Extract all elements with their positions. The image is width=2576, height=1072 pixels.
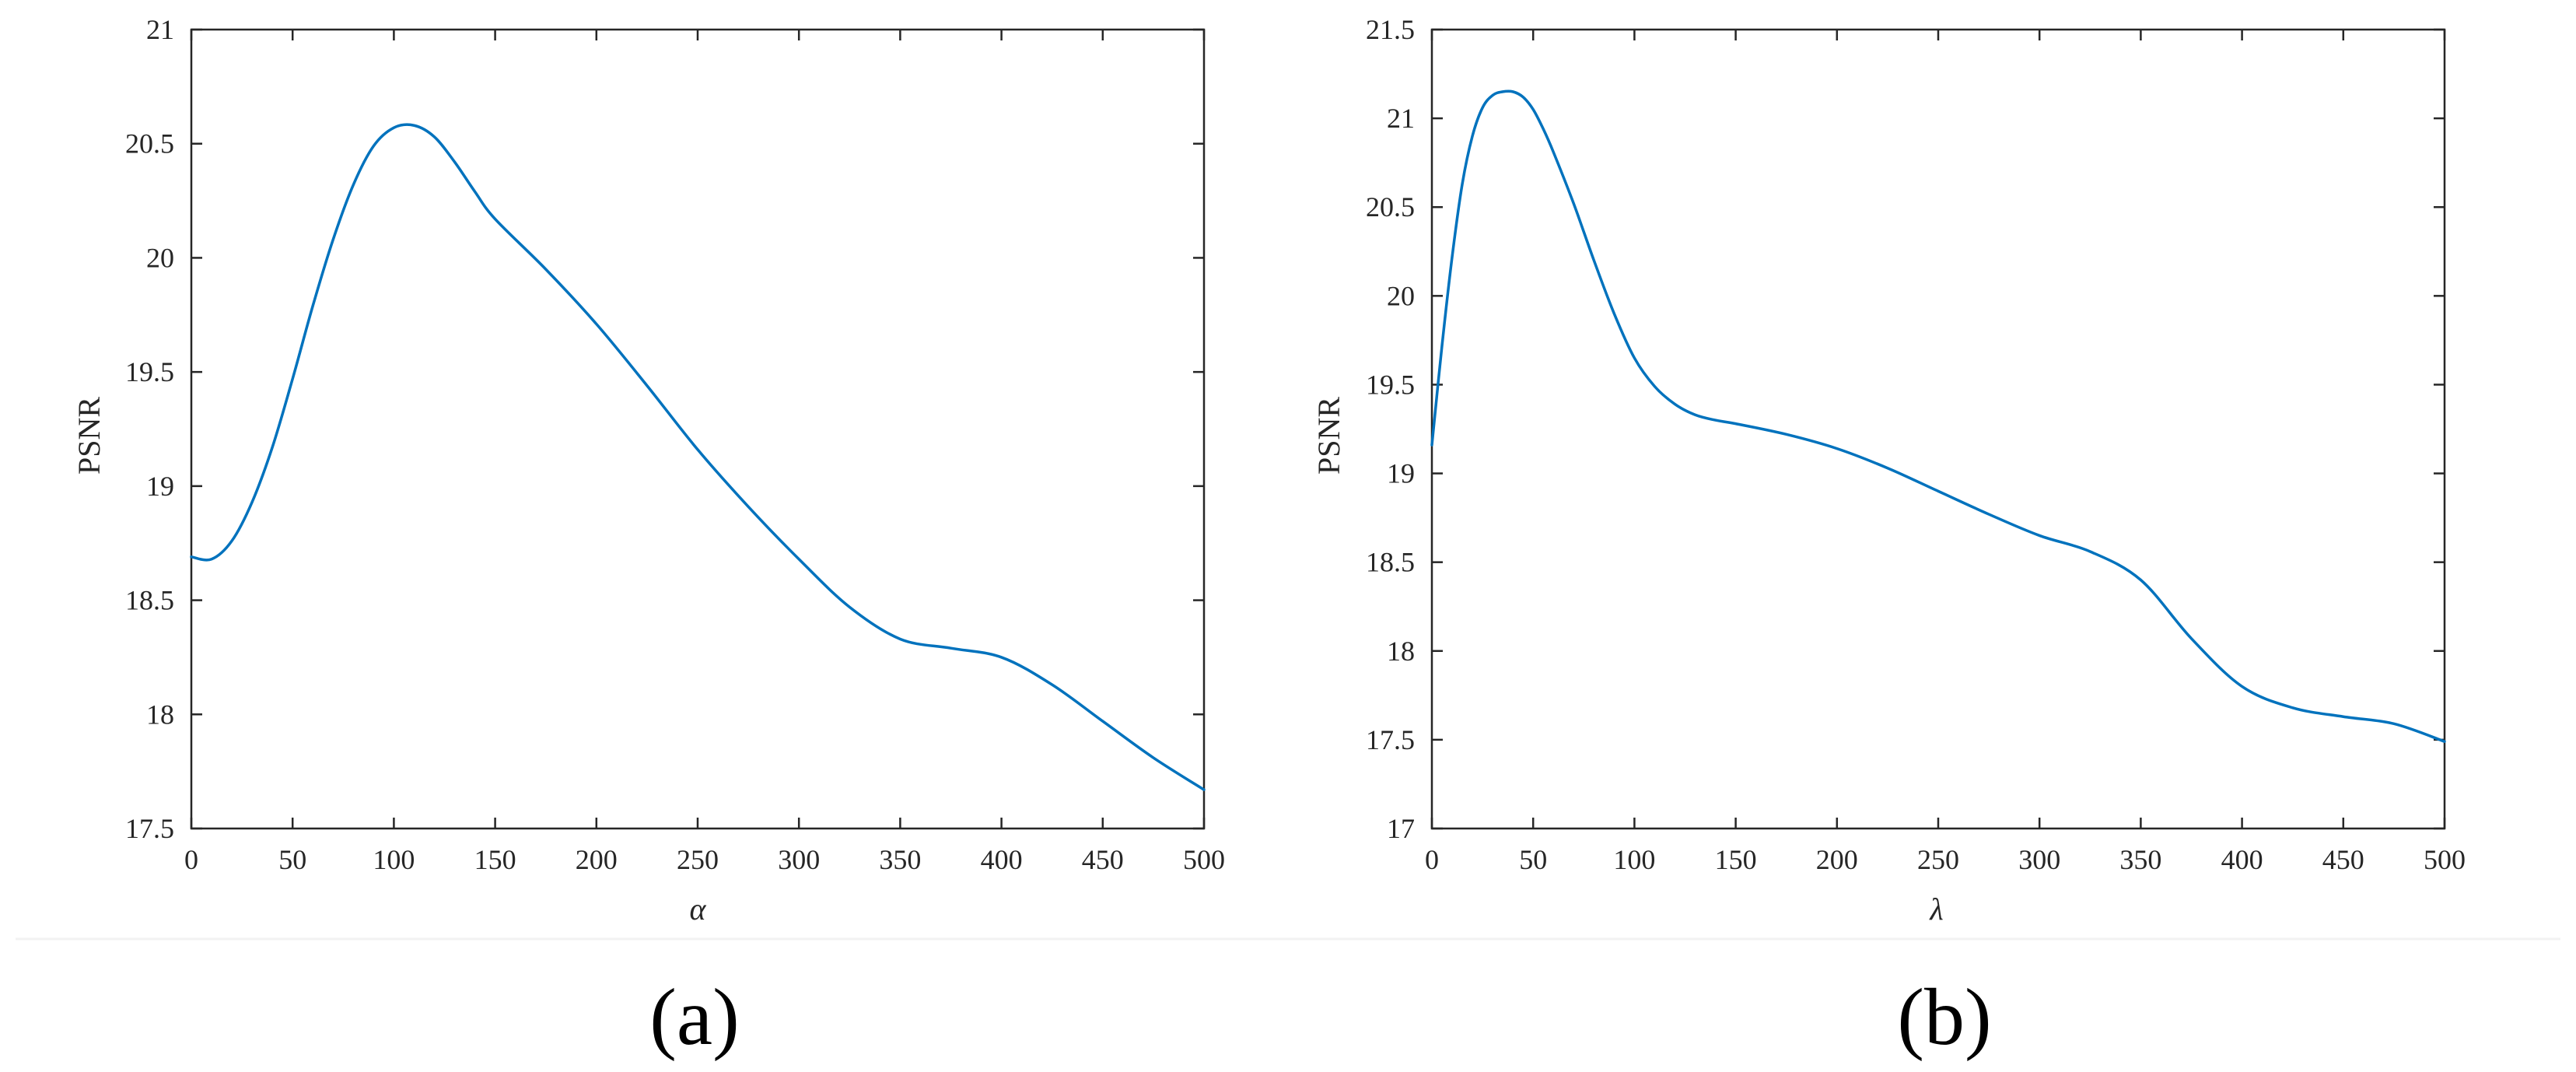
y-axis-label: PSNR	[72, 397, 107, 475]
x-tick-label: 500	[1183, 844, 1225, 875]
y-tick-label: 21.5	[1366, 14, 1415, 45]
x-tick-label: 350	[879, 844, 921, 875]
x-tick-label: 250	[677, 844, 719, 875]
y-tick-label: 17.5	[1366, 724, 1415, 755]
x-axis-label: α	[690, 892, 707, 927]
y-tick-label: 19	[146, 471, 174, 502]
x-tick-label: 350	[2119, 844, 2161, 875]
x-tick-label: 500	[2424, 844, 2466, 875]
plot-area-frame	[190, 28, 1206, 830]
y-tick-label: 21	[1387, 103, 1415, 134]
psnr-series-line	[1430, 89, 2446, 743]
x-tick-label: 400	[2221, 844, 2263, 875]
y-tick-label: 17.5	[125, 813, 174, 844]
y-tick-label: 18.5	[125, 585, 174, 616]
x-tick-label: 50	[1519, 844, 1547, 875]
x-tick-label: 300	[778, 844, 820, 875]
y-tick-label: 17	[1387, 813, 1415, 844]
y-tick-label: 21	[146, 14, 174, 45]
x-tick-label: 300	[2018, 844, 2060, 875]
y-tick-label: 18.5	[1366, 547, 1415, 578]
y-tick-label: 19.5	[1366, 369, 1415, 400]
x-tick-label: 200	[576, 844, 618, 875]
panel-caption: (a)	[649, 972, 739, 1062]
y-tick-label: 20	[146, 242, 174, 273]
x-tick-label: 450	[2322, 844, 2364, 875]
y-tick-label: 19.5	[125, 356, 174, 387]
x-tick-label: 450	[1082, 844, 1124, 875]
chart-panel-a: PSNR α (a) 0 50 100 150 200 250 300 350 400 450 50…	[72, 14, 1225, 1062]
x-tick-label: 250	[1917, 844, 1959, 875]
x-tick-label: 0	[184, 844, 198, 875]
chart-panel-b: PSNR λ (b) 0 50 100 150 200 250 300 350 400 450 50…	[1311, 14, 2466, 1062]
panel-caption: (b)	[1897, 972, 1991, 1062]
x-tick-label: 100	[373, 844, 415, 875]
x-tick-label: 50	[278, 844, 306, 875]
x-tick-label: 400	[981, 844, 1023, 875]
x-axis-label: λ	[1929, 892, 1943, 927]
x-tick-label: 150	[474, 844, 516, 875]
y-tick-label: 20	[1387, 280, 1415, 311]
x-tick-label: 100	[1613, 844, 1655, 875]
y-tick-label: 19	[1387, 458, 1415, 489]
y-tick-label: 18	[146, 699, 174, 730]
x-tick-label: 0	[1425, 844, 1439, 875]
psnr-series-line	[190, 123, 1206, 791]
x-tick-label: 150	[1715, 844, 1757, 875]
y-tick-label: 20.5	[125, 128, 174, 159]
y-tick-label: 18	[1387, 636, 1415, 667]
x-tick-label: 200	[1816, 844, 1858, 875]
y-tick-label: 20.5	[1366, 191, 1415, 222]
y-axis-label: PSNR	[1311, 397, 1346, 475]
